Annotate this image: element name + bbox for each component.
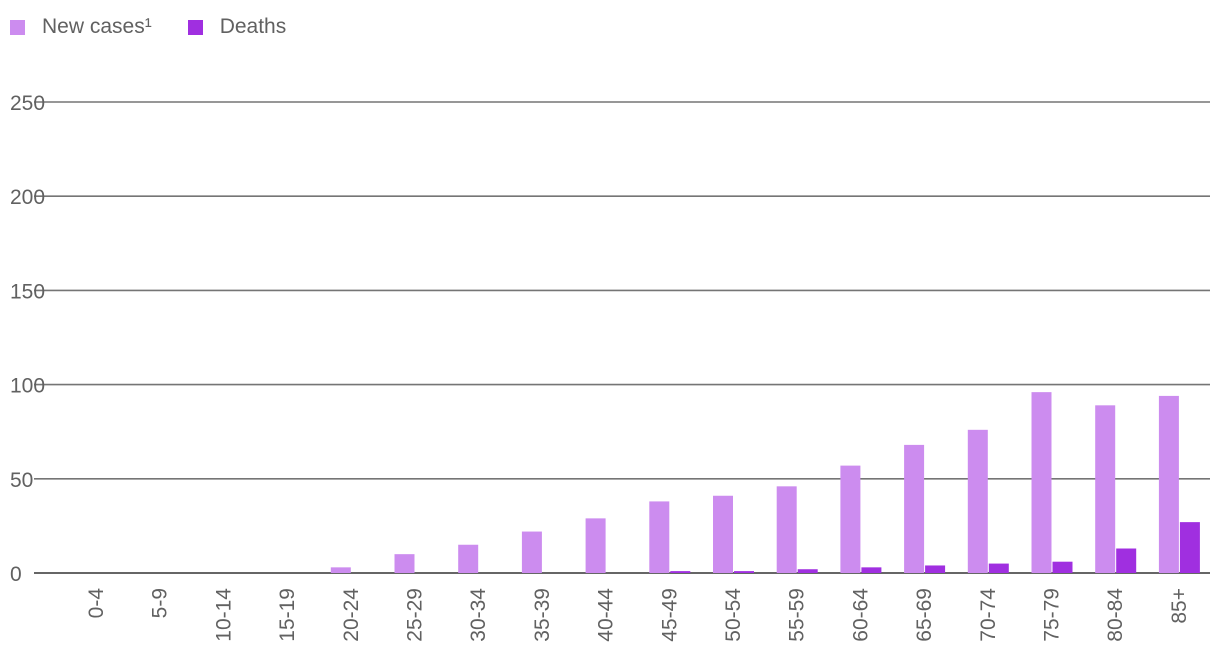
bar-new-cases-55-59 [776, 486, 797, 573]
bar-new-cases-65-69 [904, 444, 925, 573]
x-tick-label-40-44: 40-44 [595, 588, 618, 642]
bar-deaths-85+ [1179, 522, 1200, 573]
x-tick-label-35-39: 35-39 [531, 588, 554, 642]
x-tick-label-55-59: 55-59 [786, 588, 809, 642]
bar-new-cases-25-29 [394, 554, 415, 573]
x-tick-label-70-74: 70-74 [977, 588, 1000, 642]
bar-new-cases-40-44 [585, 518, 606, 573]
x-tick-label-20-24: 20-24 [340, 588, 363, 642]
bar-deaths-60-64 [861, 567, 882, 573]
x-tick-label-60-64: 60-64 [849, 588, 872, 642]
x-tick-label-85+: 85+ [1168, 588, 1191, 624]
bar-deaths-65-69 [925, 565, 946, 573]
legend-item-deaths[interactable]: Deaths [187, 15, 287, 39]
x-tick-label-10-14: 10-14 [212, 588, 235, 642]
legend-label-new-cases: New cases¹ [42, 15, 152, 38]
x-tick-label-5-9: 5-9 [149, 588, 172, 618]
bar-deaths-50-54 [734, 571, 754, 573]
bar-deaths-45-49 [670, 571, 691, 573]
legend-swatch-new-cases [10, 19, 25, 35]
legend: New cases¹ Deaths [10, 12, 322, 42]
bar-new-cases-80-84 [1095, 405, 1116, 573]
bar-new-cases-20-24 [330, 567, 351, 573]
y-tick-label-0: 0 [10, 563, 22, 586]
x-tick-label-25-29: 25-29 [404, 588, 427, 642]
bar-deaths-80-84 [1116, 548, 1137, 573]
bar-new-cases-70-74 [967, 429, 988, 573]
x-tick-label-50-54: 50-54 [722, 588, 745, 642]
legend-label-deaths: Deaths [219, 15, 287, 38]
legend-item-new-cases[interactable]: New cases¹ [10, 15, 152, 39]
bar-new-cases-85+ [1158, 395, 1179, 573]
bar-new-cases-30-34 [458, 544, 479, 573]
x-tick-label-15-19: 15-19 [276, 588, 299, 642]
bar-deaths-70-74 [988, 563, 1009, 573]
y-tick-label-200: 200 [10, 186, 45, 209]
x-tick-label-0-4: 0-4 [85, 588, 108, 619]
bar-new-cases-60-64 [840, 465, 861, 573]
legend-swatch-deaths [187, 19, 203, 35]
y-tick-label-150: 150 [10, 280, 45, 303]
y-tick-label-50: 50 [10, 469, 33, 492]
bar-deaths-75-79 [1052, 561, 1073, 573]
bar-new-cases-45-49 [649, 501, 670, 573]
x-tick-label-65-69: 65-69 [913, 588, 936, 642]
y-tick-label-100: 100 [10, 375, 45, 398]
bar-new-cases-50-54 [713, 495, 733, 573]
y-tick-label-250: 250 [10, 92, 45, 115]
bar-new-cases-75-79 [1031, 392, 1052, 573]
bar-deaths-55-59 [797, 569, 818, 573]
x-tick-label-75-79: 75-79 [1041, 588, 1064, 642]
x-tick-label-80-84: 80-84 [1104, 588, 1127, 642]
x-tick-label-45-49: 45-49 [658, 588, 681, 642]
bar-new-cases-35-39 [521, 531, 542, 573]
x-tick-label-30-34: 30-34 [467, 588, 490, 642]
